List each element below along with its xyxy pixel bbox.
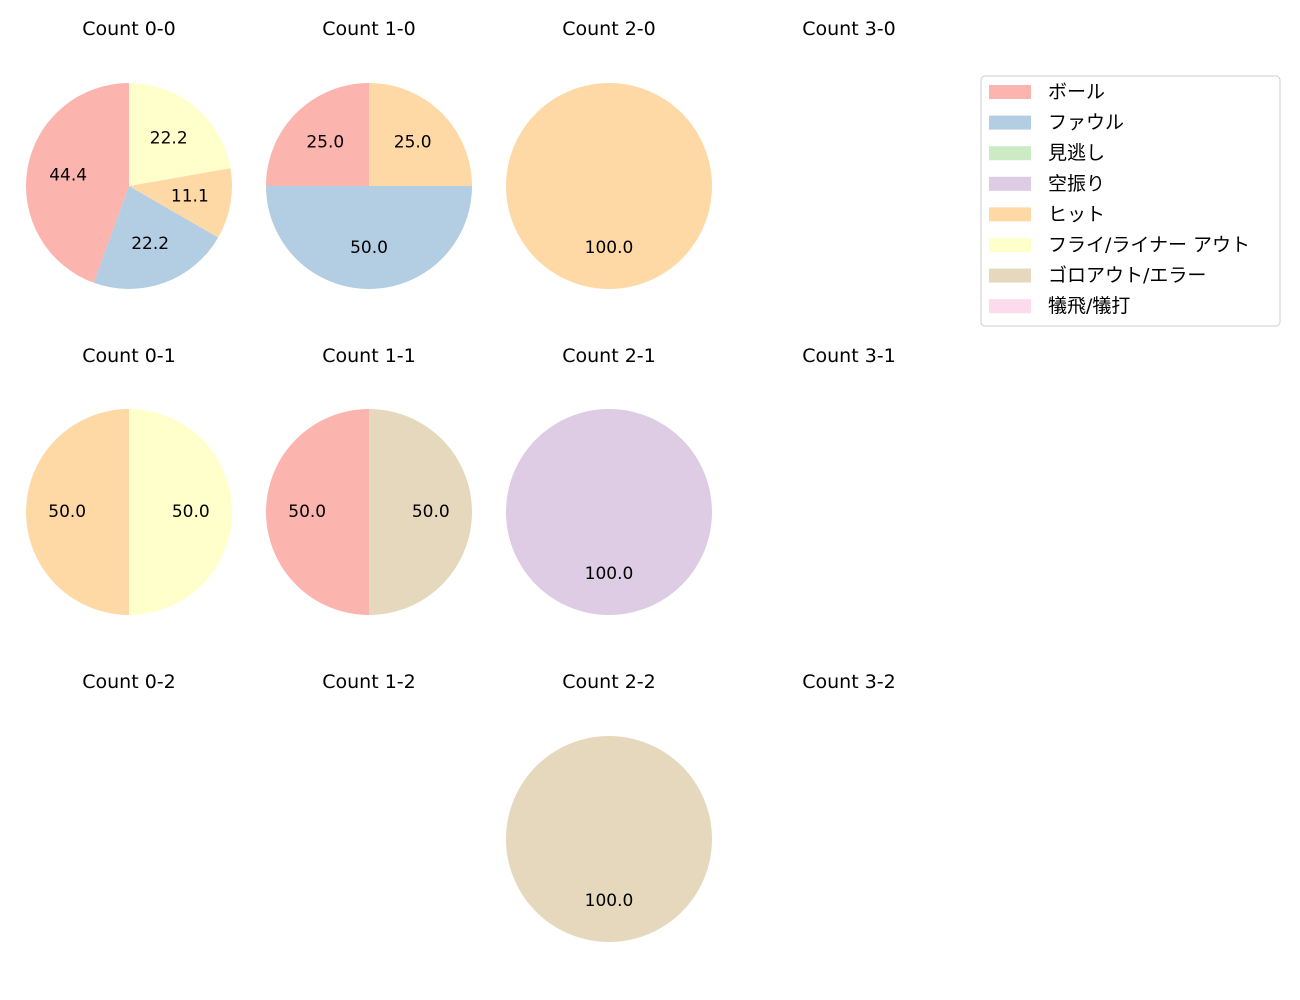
pie-slice [93, 186, 219, 290]
chart-title: Count 0-1 [82, 345, 176, 367]
legend-frame [980, 75, 1281, 327]
legend-swatch [989, 268, 1031, 283]
chart-title: Count 2-0 [562, 18, 656, 40]
pie-slice [25, 83, 130, 283]
pie-chart: Count 1-1 50.0 50.0 [266, 345, 472, 615]
chart-title: Count 2-1 [562, 345, 656, 367]
pie-chart: Count 2-2 100.0 [506, 671, 712, 942]
pie-slice [129, 409, 232, 615]
chart-title: Count 3-1 [802, 345, 896, 367]
legend-swatch [989, 207, 1031, 222]
slice-label: 50.0 [412, 502, 450, 522]
legend-swatch [989, 299, 1031, 314]
legend-label: 空振り [1048, 173, 1105, 195]
pie-chart: Count 1-0 25.0 50.0 25.0 [266, 18, 472, 289]
pie-chart: Count 3-0 [802, 18, 896, 40]
pie-slice [26, 409, 129, 615]
slice-label: 50.0 [48, 502, 86, 522]
chart-title: Count 0-2 [82, 671, 176, 693]
pie-slice [369, 83, 472, 186]
chart-title: Count 3-0 [802, 18, 896, 40]
pie-slice [129, 168, 233, 238]
pie-chart: Count 0-2 [82, 671, 176, 693]
slice-label: 22.2 [131, 234, 169, 254]
legend-label: ボール [1048, 81, 1105, 103]
pie-slice [506, 83, 712, 289]
slice-label: 25.0 [306, 132, 344, 152]
pie-chart: Count 2-1 100.0 [506, 345, 712, 615]
slice-label: 11.1 [171, 187, 209, 207]
pie-chart: Count 3-1 [802, 345, 896, 367]
slice-label: 50.0 [288, 502, 326, 522]
legend-item: ヒット [989, 203, 1105, 225]
slice-label: 44.4 [49, 165, 87, 185]
chart-title: Count 0-0 [82, 18, 176, 40]
legend-label: ゴロアウト/エラー [1048, 265, 1206, 287]
legend-item: フライ/ライナー アウト [989, 234, 1250, 256]
legend-swatch [989, 238, 1031, 252]
legend-item: ボール [989, 81, 1105, 103]
legend-swatch [989, 85, 1031, 99]
slice-label: 50.0 [172, 502, 210, 522]
pie-chart-grid: Count 0-0 44.4 22.2 11.1 22.2 Count 1-0 25.0 50… [25, 18, 896, 942]
legend-item: 見逃し [989, 142, 1105, 164]
pie-chart: Count 3-2 [802, 671, 896, 693]
chart-title: Count 1-1 [322, 345, 416, 367]
chart-title: Count 1-2 [322, 671, 416, 693]
pie-slice [506, 736, 712, 942]
slice-label: 50.0 [350, 238, 388, 258]
slice-label: 100.0 [585, 238, 634, 258]
legend-label: 犠飛/犠打 [1048, 295, 1130, 317]
legend-item: 空振り [989, 173, 1105, 195]
chart-title: Count 3-2 [802, 671, 896, 693]
pie-chart: Count 1-2 [322, 671, 416, 693]
slice-label: 25.0 [394, 132, 432, 152]
legend-label: フライ/ライナー アウト [1048, 234, 1250, 256]
pie-slice [266, 186, 472, 289]
pie-slice [369, 409, 472, 615]
pie-chart: Count 0-1 50.0 50.0 [26, 345, 232, 615]
chart-title: Count 1-0 [322, 18, 416, 40]
pie-chart: Count 0-0 44.4 22.2 11.1 22.2 [25, 18, 233, 290]
pie-slice [129, 82, 231, 186]
pie-slice [266, 83, 369, 186]
legend-swatch [989, 176, 1031, 191]
slice-label: 100.0 [585, 564, 634, 584]
pie-slice [266, 409, 369, 615]
pie-slice [506, 409, 712, 615]
pie-chart: Count 2-0 100.0 [506, 18, 712, 289]
legend-label: 見逃し [1048, 142, 1105, 164]
legend-item: ゴロアウト/エラー [989, 265, 1206, 287]
legend-item: 犠飛/犠打 [989, 295, 1130, 317]
legend-label: ファウル [1048, 112, 1124, 134]
chart-title: Count 2-2 [562, 671, 656, 693]
slice-label: 100.0 [585, 891, 634, 911]
legend-swatch [989, 146, 1031, 161]
legend-label: ヒット [1048, 203, 1105, 225]
legend-swatch [989, 115, 1031, 130]
slice-label: 22.2 [150, 129, 188, 149]
legend-item: ファウル [989, 112, 1124, 134]
